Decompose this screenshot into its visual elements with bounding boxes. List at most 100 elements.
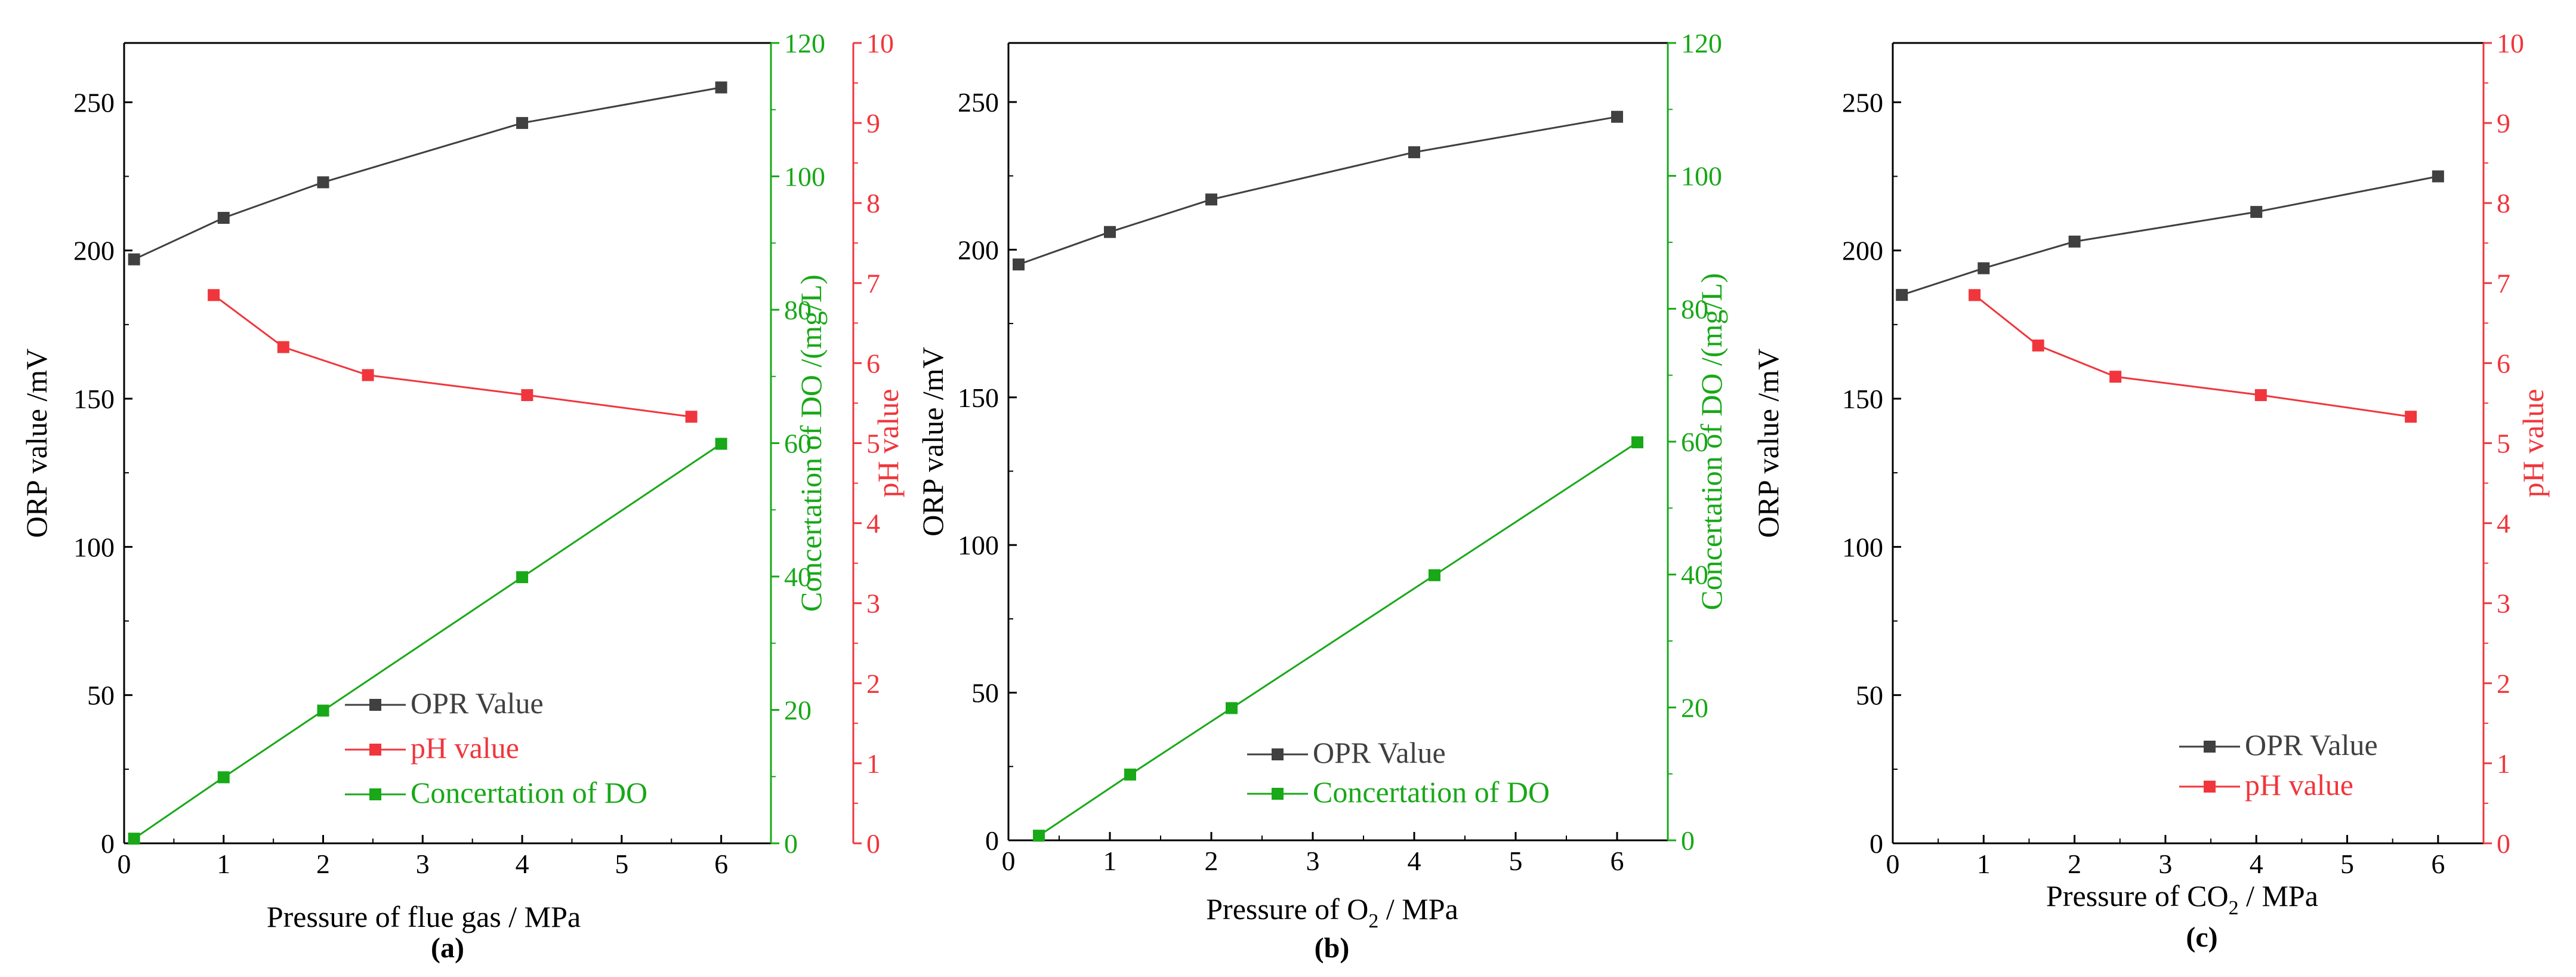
- data-point-ph: [685, 411, 698, 423]
- left-y-tick-label: 50: [1856, 680, 1883, 711]
- data-point-ph: [521, 389, 533, 402]
- x-tick-label: 6: [1611, 846, 1624, 876]
- right1-tick-label: 20: [784, 695, 812, 726]
- right2-tick-label: 5: [866, 429, 880, 459]
- right1-axis-title: Concertation of DO /(mg/L): [1695, 273, 1728, 610]
- left-y-tick-label: 150: [958, 383, 999, 413]
- x-tick-label: 0: [1002, 846, 1016, 876]
- right1-tick-label: 120: [784, 28, 825, 58]
- left-y-tick-label: 100: [73, 532, 115, 562]
- data-point-orp: [1611, 110, 1623, 123]
- x-tick-label: 3: [1306, 846, 1320, 876]
- data-point-ph: [208, 289, 220, 301]
- series-line-orp: [1018, 116, 1618, 266]
- data-point-do: [715, 437, 727, 450]
- right2-tick-label: 9: [866, 108, 880, 138]
- left-y-tick-label: 50: [87, 680, 115, 711]
- x-tick-label: 5: [615, 849, 628, 879]
- data-point-do: [317, 704, 329, 717]
- left-y-tick-label: 200: [1842, 236, 1883, 266]
- x-tick-label: 0: [118, 849, 131, 879]
- legend-swatch-marker: [369, 699, 381, 711]
- data-point-do: [1631, 436, 1643, 449]
- right2-axis-title: pH value: [871, 389, 905, 498]
- series-line-ph: [1974, 294, 2411, 418]
- data-point-orp: [1896, 289, 1908, 301]
- data-point-do: [516, 571, 529, 584]
- left-y-tick-label: 0: [1869, 828, 1883, 859]
- right1-tick-label: 60: [1681, 427, 1708, 457]
- x-tick-label: 5: [1509, 846, 1523, 876]
- right1-tick-label: 60: [784, 429, 812, 459]
- x-axis-title-unit: / MPa: [1378, 892, 1458, 926]
- left-y-tick-label: 250: [73, 87, 115, 118]
- right2-tick-label: 5: [2497, 429, 2510, 459]
- x-axis-title: Pressure of flue gas / MPa: [267, 900, 581, 933]
- right1-tick-label: 120: [1681, 28, 1722, 58]
- data-point-do: [1033, 830, 1045, 842]
- right1-tick-label: 80: [784, 295, 812, 325]
- panel-caption: (c): [2186, 921, 2217, 953]
- left-y-tick-label: 200: [958, 235, 999, 265]
- right2-tick-label: 10: [2497, 28, 2524, 58]
- right1-tick-label: 100: [1681, 161, 1722, 192]
- x-axis-title: Pressure of CO2 / MPa: [2046, 879, 2318, 919]
- x-tick-label: 6: [714, 849, 728, 879]
- data-point-ph: [277, 341, 289, 353]
- x-tick-label: 4: [1408, 846, 1421, 876]
- data-point-orp: [317, 176, 329, 189]
- legend-swatch-marker: [369, 788, 381, 800]
- legend-label: OPR Value: [1313, 736, 1446, 769]
- data-point-ph: [2254, 389, 2267, 402]
- right2-axis-title: pH value: [2516, 389, 2550, 498]
- data-point-ph: [1969, 289, 1981, 301]
- x-tick-label: 6: [2431, 849, 2445, 879]
- data-point-orp: [715, 81, 727, 94]
- legend-label: OPR Value: [411, 686, 544, 720]
- right2-tick-label: 2: [2497, 668, 2510, 699]
- data-point-orp: [1013, 258, 1025, 271]
- right1-tick-label: 0: [1681, 825, 1695, 856]
- right2-tick-label: 0: [2497, 828, 2510, 859]
- right2-tick-label: 4: [866, 508, 880, 539]
- left-y-tick-label: 150: [1842, 384, 1883, 414]
- x-tick-label: 4: [516, 849, 529, 879]
- x-axis-title: Pressure of O2 / MPa: [1206, 892, 1458, 932]
- x-tick-label: 0: [1886, 849, 1900, 879]
- right2-tick-label: 3: [866, 588, 880, 619]
- left-y-tick-label: 150: [73, 384, 115, 414]
- data-point-do: [1429, 569, 1440, 581]
- legend-label: pH value: [2245, 768, 2353, 802]
- x-tick-label: 2: [316, 849, 330, 879]
- legend-label: Concertation of DO: [1313, 775, 1550, 809]
- data-point-orp: [2432, 170, 2444, 183]
- left-y-axis-title: ORP value /mV: [1751, 349, 1785, 538]
- x-tick-label: 1: [1977, 849, 1991, 879]
- right2-tick-label: 1: [866, 748, 880, 779]
- right2-tick-label: 7: [866, 268, 880, 298]
- data-point-orp: [1408, 146, 1420, 159]
- legend-swatch-marker: [2204, 741, 2216, 753]
- x-tick-label: 1: [217, 849, 230, 879]
- left-y-tick-label: 250: [958, 87, 999, 118]
- series-line-ph: [213, 294, 692, 418]
- x-tick-label: 5: [2340, 849, 2354, 879]
- data-point-orp: [516, 117, 529, 130]
- left-y-tick-label: 100: [1842, 532, 1883, 562]
- legend-swatch-marker: [2204, 781, 2216, 793]
- data-point-do: [1226, 702, 1238, 714]
- x-axis-title-main: Pressure of CO: [2046, 879, 2229, 913]
- data-point-orp: [217, 212, 230, 224]
- right2-tick-label: 4: [2497, 508, 2510, 539]
- legend-swatch-marker: [369, 744, 381, 756]
- data-point-orp: [1977, 262, 1990, 275]
- data-point-do: [128, 833, 140, 845]
- x-tick-label: 2: [2068, 849, 2081, 879]
- legend-swatch-marker: [1272, 788, 1284, 800]
- data-point-ph: [362, 369, 374, 381]
- left-y-tick-label: 0: [101, 828, 115, 859]
- x-axis-title-main: Pressure of O: [1206, 892, 1368, 926]
- x-tick-label: 3: [2158, 849, 2172, 879]
